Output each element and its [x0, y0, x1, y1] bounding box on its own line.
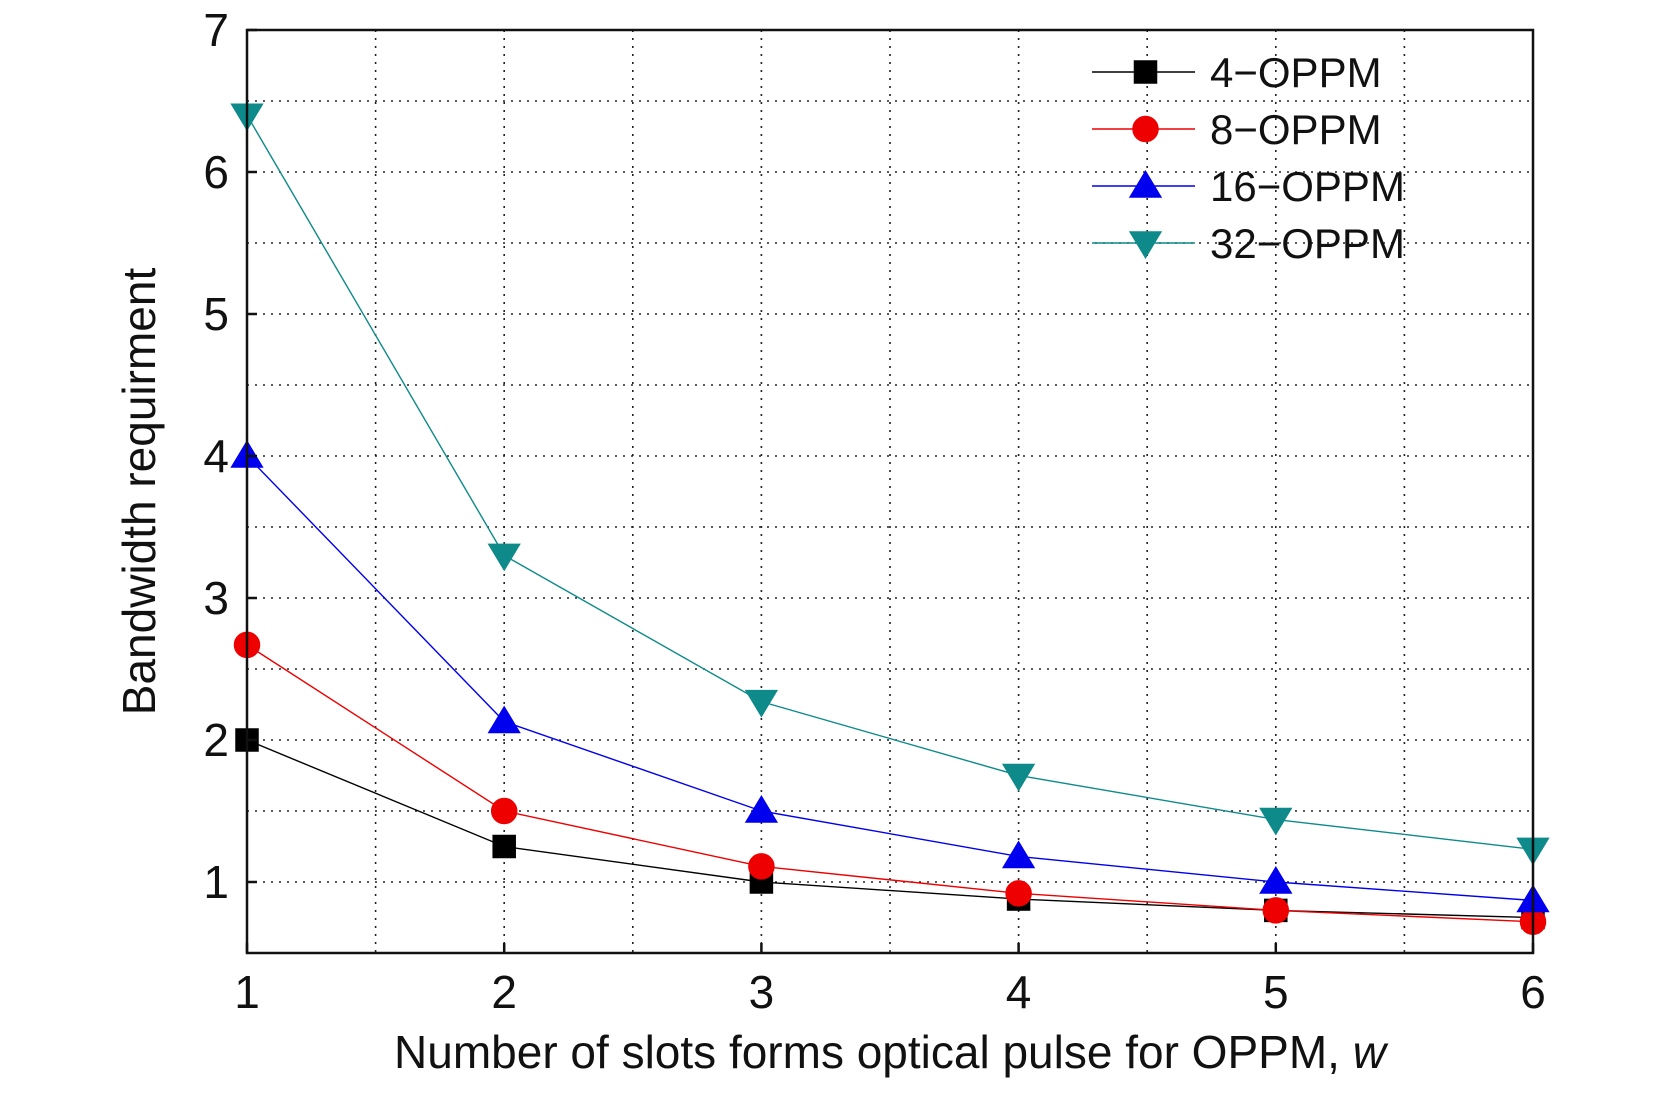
plot-frame	[245, 28, 1535, 955]
data-point-triangle-down	[1001, 763, 1036, 792]
data-point-triangle-up	[744, 795, 779, 823]
series-line	[246, 455, 1534, 902]
data-point-triangle-down	[744, 689, 779, 718]
data-point-triangle-up	[1259, 866, 1293, 894]
legend-label: 16−OPPM	[1210, 163, 1405, 210]
legend-item: 4−OPPM	[1092, 49, 1382, 96]
y-tick-label: 1	[203, 856, 229, 908]
x-tick-label: 2	[491, 966, 517, 1018]
legend-marker-circle	[1132, 115, 1159, 143]
legend-label: 8−OPPM	[1210, 106, 1382, 153]
series-line	[246, 644, 1534, 923]
y-tick-label: 4	[203, 430, 229, 482]
legend-marker-triangle-up	[1128, 170, 1163, 198]
data-point-triangle-down	[487, 543, 521, 572]
data-point-square	[492, 834, 516, 859]
x-axis-label-variable: w	[1353, 1026, 1389, 1078]
y-tick-label: 7	[203, 4, 229, 56]
y-tick-label: 3	[203, 572, 229, 624]
legend-item: 8−OPPM	[1092, 106, 1382, 153]
legend-label: 4−OPPM	[1210, 49, 1382, 96]
legend: 4−OPPM 8−OPPM 16−OPPM 32−OPPM	[1092, 49, 1405, 267]
y-axis-label: Bandwidth requirment	[113, 268, 165, 716]
data-point-triangle-up	[1001, 840, 1036, 869]
x-tick-label: 4	[1006, 966, 1032, 1018]
x-axis-label: Number of slots forms optical pulse for …	[394, 1026, 1389, 1078]
x-tick-label: 1	[234, 966, 260, 1018]
x-tick-label: 3	[749, 966, 775, 1018]
legend-item: 32−OPPM	[1092, 220, 1405, 267]
legend-marker-square	[1133, 60, 1158, 84]
y-tick-label: 2	[203, 714, 229, 766]
legend-item: 16−OPPM	[1092, 163, 1405, 210]
data-point-triangle-down	[1259, 807, 1293, 836]
data-point-circle	[748, 853, 775, 880]
legend-label: 32−OPPM	[1210, 220, 1405, 267]
y-tick-label: 5	[203, 288, 229, 340]
series-line	[246, 739, 1534, 919]
x-tick-label: 6	[1520, 966, 1546, 1018]
axis-labels: Number of slots forms optical pulse for …	[113, 268, 1389, 1078]
series-layer	[230, 103, 1550, 936]
ticks: 1 2 3 4 5 6 1 2 3 4 5 6 7	[203, 4, 1545, 1018]
data-point-triangle-up	[487, 705, 521, 734]
data-point-circle	[490, 797, 518, 825]
x-tick-label: 5	[1263, 966, 1289, 1018]
series-line	[246, 114, 1534, 851]
data-point-circle	[1005, 880, 1032, 907]
legend-marker-triangle-down	[1128, 231, 1163, 259]
data-point-circle	[1262, 897, 1290, 924]
x-axis-label-main: Number of slots forms optical pulse for …	[394, 1026, 1353, 1078]
y-tick-label: 6	[203, 146, 229, 198]
